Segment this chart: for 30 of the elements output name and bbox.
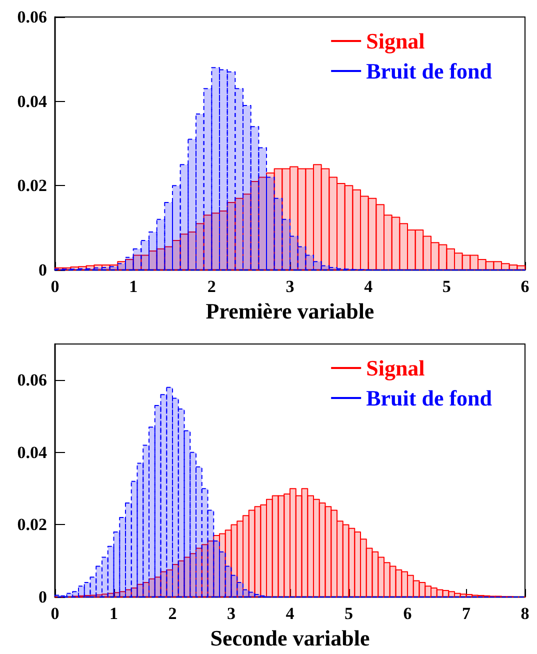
x-tick-label: 4 — [364, 277, 374, 296]
x-tick-label: 1 — [110, 604, 118, 623]
legend-label: Bruit de fond — [366, 58, 492, 84]
y-tick-label: 0.04 — [17, 442, 48, 462]
x-tick-label: 0 — [50, 604, 60, 623]
x-tick-label: 7 — [462, 604, 471, 623]
x-tick-label: 2 — [207, 277, 216, 296]
x-tick-label: 8 — [520, 604, 530, 623]
x-tick-label: 6 — [520, 277, 530, 296]
y-tick-label: 0.02 — [17, 515, 47, 534]
y-tick-label: 0.02 — [17, 176, 47, 196]
x-axis-title: Seconde variable — [210, 626, 370, 650]
x-tick-label: 3 — [227, 604, 236, 623]
x-axis-title: Première variable — [206, 298, 374, 324]
x-tick-label: 6 — [403, 604, 412, 623]
legend-label: Signal — [366, 28, 425, 54]
y-tick-label: 0.06 — [17, 370, 47, 390]
x-tick-label: 5 — [344, 604, 353, 623]
y-tick-label: 0.06 — [17, 8, 47, 26]
x-tick-label: 5 — [442, 277, 451, 296]
legend-label: Signal — [366, 356, 425, 380]
y-tick-label: 0 — [38, 588, 47, 606]
y-tick-label: 0 — [38, 260, 47, 280]
x-tick-label: 3 — [286, 277, 294, 296]
y-tick-label: 0.04 — [17, 92, 48, 111]
x-tick-label: 4 — [286, 604, 295, 623]
x-tick-label: 2 — [168, 604, 177, 623]
x-tick-label: 0 — [50, 277, 60, 296]
x-tick-label: 1 — [129, 277, 138, 296]
legend-label: Bruit de fond — [366, 386, 492, 410]
